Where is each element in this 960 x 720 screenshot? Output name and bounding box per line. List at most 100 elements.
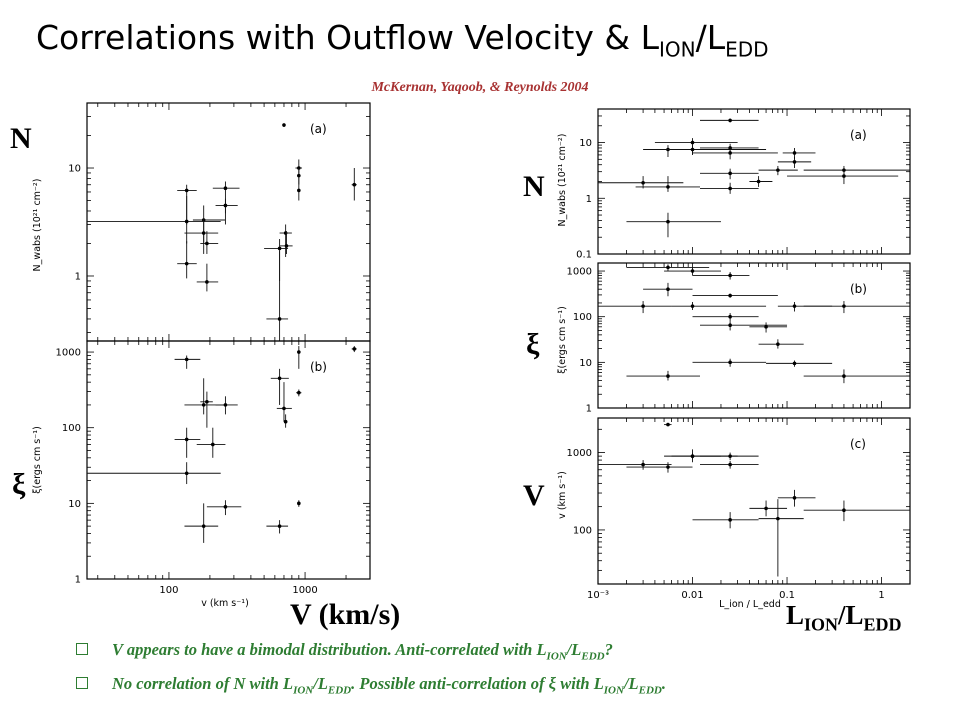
data-point [692, 313, 759, 322]
data-marker [690, 454, 695, 458]
data-point [184, 378, 226, 415]
data-marker [690, 269, 695, 273]
data-marker [666, 265, 670, 270]
x-tick-label: 100 [159, 585, 178, 596]
data-marker [666, 374, 670, 378]
data-point [626, 462, 693, 473]
data-point [297, 168, 301, 185]
data-point [749, 322, 788, 333]
y-axis-label: ξ(ergs cm s⁻¹) [32, 426, 43, 494]
data-marker [728, 151, 732, 155]
data-point [699, 182, 759, 194]
xlabel-right-big: LION/LEDD [786, 600, 902, 635]
y-tick-label: 1 [586, 404, 592, 415]
data-marker [690, 147, 695, 152]
y-tick-label: 1000 [567, 448, 592, 459]
data-marker [690, 140, 695, 145]
bullet-list: V appears to have a bimodal distribution… [72, 638, 952, 706]
data-point [206, 500, 242, 516]
data-point [297, 184, 301, 201]
data-point [279, 231, 293, 254]
data-marker [277, 317, 282, 321]
data-marker [297, 188, 301, 193]
data-point [654, 145, 767, 155]
y-tick-label: 100 [62, 423, 81, 434]
data-marker [352, 347, 357, 351]
data-marker [211, 442, 215, 447]
data-point [297, 500, 301, 507]
x-tick-label: 10⁻³ [587, 590, 609, 601]
data-marker [223, 505, 228, 509]
scatter-panel: 1 10 (a) N_wabs (10²¹ cm⁻²) [32, 102, 371, 342]
data-marker [792, 160, 797, 164]
panel-label: (b) [850, 282, 867, 296]
y-axis-label: N_wabs (10²¹ cm⁻²) [557, 134, 568, 227]
data-point [174, 427, 201, 458]
data-marker [277, 524, 282, 528]
data-point [283, 414, 288, 428]
y-axis-label: ξ(ergs cm s⁻¹) [557, 306, 568, 374]
data-point [671, 301, 767, 311]
data-marker [666, 185, 670, 189]
data-marker [764, 506, 768, 511]
data-point [803, 500, 910, 522]
data-point [692, 272, 750, 280]
data-point [643, 282, 693, 297]
data-marker [728, 360, 732, 365]
y-axis-label: N_wabs (10²¹ cm⁻²) [32, 179, 43, 272]
y-tick-label: 100 [573, 525, 592, 536]
data-point [196, 263, 219, 292]
data-marker [184, 437, 189, 442]
data-point [192, 205, 226, 244]
data-point [749, 176, 773, 187]
data-marker [764, 325, 768, 329]
data-marker [728, 462, 732, 467]
data-marker [776, 168, 780, 172]
label-v-right: V [523, 479, 545, 512]
data-marker [792, 151, 797, 155]
data-point [777, 489, 816, 507]
data-point [296, 389, 302, 397]
x-axis-label: v (km s⁻¹) [201, 598, 249, 609]
data-marker [842, 374, 846, 378]
y-tick-label: 0.1 [576, 250, 592, 261]
data-point [635, 176, 700, 192]
y-tick-label: 10 [579, 358, 592, 369]
data-marker [728, 518, 732, 522]
x-tick-label: 1 [878, 590, 884, 601]
slide-title: Correlations with Outflow Velocity & LIO… [36, 18, 769, 62]
data-point [598, 176, 684, 189]
checkbox-bullet-icon [76, 677, 88, 689]
data-point [803, 165, 910, 176]
data-point [803, 369, 910, 384]
data-marker [690, 304, 695, 308]
data-point [87, 462, 221, 485]
data-point [692, 512, 759, 529]
data-point [200, 231, 219, 254]
data-point [351, 346, 357, 353]
data-point [351, 168, 357, 201]
data-marker [352, 182, 357, 187]
y-tick-label: 1 [75, 271, 81, 282]
data-point [270, 368, 289, 405]
data-marker [297, 501, 301, 506]
data-marker [728, 118, 732, 123]
data-point [758, 499, 804, 577]
panel-label: (b) [310, 360, 327, 374]
data-marker [184, 188, 189, 193]
data-point [758, 339, 804, 349]
data-point [184, 218, 219, 254]
data-marker [728, 171, 732, 176]
data-marker [205, 399, 209, 404]
data-point [598, 460, 672, 470]
y-tick-label: 10 [68, 499, 81, 510]
data-marker [282, 123, 286, 127]
label-n-right: N [523, 170, 545, 203]
data-marker [201, 231, 206, 235]
data-marker [842, 168, 846, 172]
data-point [215, 396, 238, 415]
data-marker [842, 508, 846, 512]
y-tick-label: 1000 [56, 348, 81, 359]
y-tick-label: 10 [68, 164, 81, 175]
data-marker [297, 390, 301, 395]
